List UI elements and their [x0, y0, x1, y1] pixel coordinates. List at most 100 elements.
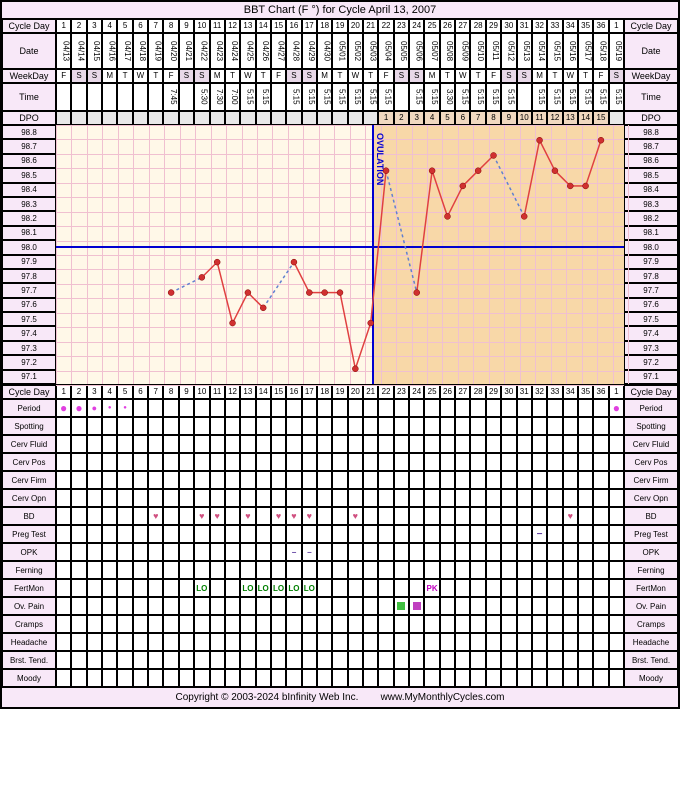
date-cell: 05/11 — [486, 33, 501, 69]
bd-cell — [117, 507, 132, 525]
dpo-cell — [87, 111, 102, 125]
cycle-day-cell: 25 — [424, 19, 439, 33]
cramps-cell — [348, 615, 363, 633]
moody-cell — [378, 669, 393, 687]
preg-test-cell — [609, 525, 624, 543]
cycle-day-cell: 13 — [240, 385, 255, 399]
time-cell — [87, 83, 102, 111]
ov-pain-cell — [532, 597, 547, 615]
cerv-opn-cell — [609, 489, 624, 507]
cycle-day-cell: 35 — [578, 19, 593, 33]
cramps-cell — [578, 615, 593, 633]
weekday-cell: T — [148, 69, 163, 83]
cramps-cell — [117, 615, 132, 633]
weekday-cell: S — [179, 69, 194, 83]
spotting-cell — [87, 417, 102, 435]
cramps-cell — [455, 615, 470, 633]
bd-cell — [424, 507, 439, 525]
period-dot-icon: ● — [613, 402, 620, 414]
cerv-pos-cell — [348, 453, 363, 471]
ferning-label-left: Ferning — [2, 561, 56, 579]
spotting-cell — [332, 417, 347, 435]
fertmon-row: FertMonLOLOLOLOLOLOPKFertMon — [2, 579, 678, 597]
cerv-opn-cell — [256, 489, 271, 507]
ferning-cell — [163, 561, 178, 579]
cerv-firm-cell — [470, 471, 485, 489]
spotting-cell — [532, 417, 547, 435]
opk-cell — [71, 543, 86, 561]
headache-cell — [501, 633, 516, 651]
fertmon-cell — [163, 579, 178, 597]
date-cell: 05/05 — [394, 33, 409, 69]
y-axis-right: 98.898.798.698.598.498.398.298.198.097.9… — [624, 125, 678, 384]
dpo-cell: 11 — [532, 111, 547, 125]
moody-cell — [532, 669, 547, 687]
cerv-firm-cell — [117, 471, 132, 489]
ov-pain-cell — [378, 597, 393, 615]
brst-tend-cell — [179, 651, 194, 669]
bd-cell — [225, 507, 240, 525]
cycle-day-cell: 28 — [470, 385, 485, 399]
y-label: 98.6 — [2, 154, 56, 168]
opk-cell — [225, 543, 240, 561]
cerv-pos-cell — [424, 453, 439, 471]
spotting-label-right: Spotting — [624, 417, 678, 435]
cerv-firm-cell — [240, 471, 255, 489]
dpo-cell: 13 — [563, 111, 578, 125]
preg-test-cell — [578, 525, 593, 543]
period-dot-icon: ● — [123, 405, 127, 411]
spotting-cell — [563, 417, 578, 435]
date-cell: 04/16 — [102, 33, 117, 69]
period-cell: ● — [56, 399, 71, 417]
cramps-cell — [547, 615, 562, 633]
dpo-cell — [609, 111, 624, 125]
cycle-day-cell: 33 — [547, 385, 562, 399]
cycle-day-cell: 20 — [348, 385, 363, 399]
cycle-day-cell: 17 — [302, 385, 317, 399]
cycle-day-cell: 30 — [501, 19, 516, 33]
ov-pain-label-right: Ov. Pain — [624, 597, 678, 615]
cerv-fluid-cell — [56, 435, 71, 453]
moody-cell — [593, 669, 608, 687]
spotting-cell — [56, 417, 71, 435]
y-label: 97.5 — [624, 312, 678, 326]
ferning-cell — [593, 561, 608, 579]
time-cell: 5:15 — [609, 83, 624, 111]
fertmon-cell — [117, 579, 132, 597]
headache-cell — [363, 633, 378, 651]
time-cell: 5:15 — [409, 83, 424, 111]
ov-pain-cell — [470, 597, 485, 615]
fertmon-cell — [501, 579, 516, 597]
time-cell: 7:45 — [163, 83, 178, 111]
dpo-cell: 9 — [501, 111, 516, 125]
fertmon-cell — [517, 579, 532, 597]
weekday-cell: T — [578, 69, 593, 83]
cerv-opn-cell — [133, 489, 148, 507]
fertmon-cell — [348, 579, 363, 597]
cramps-cell — [394, 615, 409, 633]
cerv-fluid-label-right: Cerv Fluid — [624, 435, 678, 453]
ov-pain-cell — [225, 597, 240, 615]
bd-cell — [332, 507, 347, 525]
bd-cell — [593, 507, 608, 525]
time-row: Time7:455:307:307:005:155:155:155:155:15… — [2, 83, 678, 111]
spotting-cell — [593, 417, 608, 435]
cerv-firm-cell — [578, 471, 593, 489]
brst-tend-cell — [578, 651, 593, 669]
dpo-cell: 8 — [486, 111, 501, 125]
fertmon-lo: LO — [196, 584, 207, 593]
cerv-pos-cell — [102, 453, 117, 471]
dpo-cell: 2 — [394, 111, 409, 125]
cycle-day-cell: 12 — [225, 385, 240, 399]
cramps-cell — [332, 615, 347, 633]
time-cell — [394, 83, 409, 111]
opk-cell — [363, 543, 378, 561]
opk-cell — [256, 543, 271, 561]
cramps-cell — [302, 615, 317, 633]
cerv-fluid-cell — [102, 435, 117, 453]
cerv-firm-cell — [486, 471, 501, 489]
ov-pain-cell — [394, 597, 409, 615]
period-cell: ● — [609, 399, 624, 417]
time-cell: 5:15 — [317, 83, 332, 111]
moody-cell — [424, 669, 439, 687]
